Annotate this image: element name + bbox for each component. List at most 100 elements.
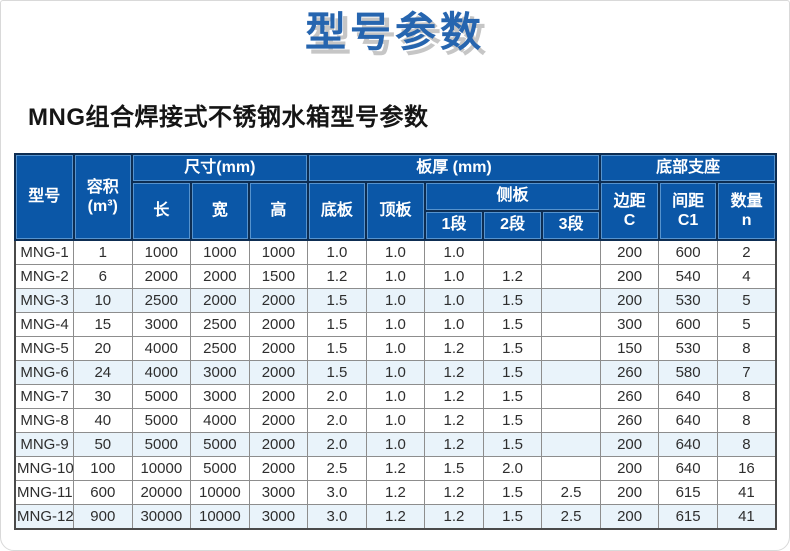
value-cell xyxy=(541,312,601,338)
value-cell: 260 xyxy=(599,360,660,386)
header-quantity: 数量 n xyxy=(716,181,777,242)
value-cell: 2 xyxy=(716,239,777,266)
value-cell: 530 xyxy=(658,288,718,314)
value-cell: 3.0 xyxy=(307,480,367,506)
value-cell: 5000 xyxy=(131,408,192,434)
value-cell: 1.2 xyxy=(365,480,426,506)
value-cell: 2000 xyxy=(190,288,250,314)
model-cell: MNG-12 xyxy=(14,504,75,530)
value-cell: 15 xyxy=(73,312,133,338)
value-cell: 1 xyxy=(73,239,133,266)
header-height: 高 xyxy=(248,181,309,242)
header-volume-line1: 容积 xyxy=(86,178,119,196)
value-cell: 640 xyxy=(658,408,718,434)
value-cell: 200 xyxy=(599,480,660,506)
table-row: MNG-8 40 5000 4000 2000 2.0 1.0 1.2 1.5 260 640 8 xyxy=(14,408,777,434)
table-row: MNG-4 15 3000 2500 2000 1.5 1.0 1.0 1.5 300 600 5 xyxy=(14,312,777,338)
value-cell: 640 xyxy=(658,384,718,410)
value-cell: 8 xyxy=(716,408,777,434)
value-cell: 30000 xyxy=(131,504,192,530)
model-cell: MNG-9 xyxy=(14,432,75,458)
value-cell: 4000 xyxy=(190,408,250,434)
table-row: MNG-7 30 5000 3000 2000 2.0 1.0 1.2 1.5 260 640 8 xyxy=(14,384,777,410)
value-cell xyxy=(541,432,601,458)
header-thickness-group: 板厚 (mm) xyxy=(306,153,602,184)
value-cell: 1.5 xyxy=(482,432,543,458)
value-cell xyxy=(541,288,601,314)
header-spacing-line2: C1 xyxy=(677,212,699,230)
model-cell: MNG-7 xyxy=(14,384,75,410)
value-cell: 7 xyxy=(716,360,777,386)
value-cell: 640 xyxy=(658,456,718,482)
value-cell: 1.0 xyxy=(365,264,426,290)
value-cell: 1.2 xyxy=(424,480,484,506)
spec-table-body: MNG-1 1 1000 1000 1000 1.0 1.0 1.0 200 600 2 MNG-2 6… xyxy=(14,239,777,530)
value-cell: 1.5 xyxy=(307,360,367,386)
value-cell: 1.0 xyxy=(424,264,484,290)
value-cell xyxy=(541,408,601,434)
value-cell: 615 xyxy=(658,504,718,530)
value-cell: 1000 xyxy=(248,239,309,266)
value-cell: 2500 xyxy=(190,336,250,362)
value-cell: 640 xyxy=(658,432,718,458)
model-cell: MNG-5 xyxy=(14,336,75,362)
value-cell xyxy=(541,384,601,410)
value-cell: 41 xyxy=(716,504,777,530)
table-row: MNG-1 1 1000 1000 1000 1.0 1.0 1.0 200 600 2 xyxy=(14,239,777,266)
value-cell: 5000 xyxy=(190,432,250,458)
value-cell: 1.0 xyxy=(365,336,426,362)
value-cell xyxy=(541,336,601,362)
value-cell: 1.5 xyxy=(482,288,543,314)
value-cell: 1.2 xyxy=(307,264,367,290)
value-cell: 10000 xyxy=(190,504,250,530)
value-cell: 1.2 xyxy=(424,360,484,386)
value-cell: 1.0 xyxy=(424,288,484,314)
value-cell: 200 xyxy=(599,504,660,530)
value-cell: 5 xyxy=(716,288,777,314)
value-cell: 2000 xyxy=(248,408,309,434)
value-cell: 260 xyxy=(599,408,660,434)
header-edge-line2: C xyxy=(623,212,636,230)
value-cell: 4 xyxy=(716,264,777,290)
value-cell: 8 xyxy=(716,384,777,410)
value-cell: 1.0 xyxy=(365,408,426,434)
value-cell: 4000 xyxy=(131,336,192,362)
header-volume: 容积 (m³) xyxy=(72,153,134,242)
header-top-plate: 顶板 xyxy=(365,181,426,242)
spec-table: 型号 容积 (m³) 尺寸(mm) 板厚 (mm) 底部支座 长 宽 高 底板 … xyxy=(14,153,777,531)
value-cell: 1.5 xyxy=(482,312,543,338)
value-cell: 1500 xyxy=(248,264,309,290)
header-width: 宽 xyxy=(189,181,251,242)
value-cell: 600 xyxy=(658,239,718,266)
value-cell: 1.0 xyxy=(365,312,426,338)
value-cell: 1.5 xyxy=(424,456,484,482)
header-seg-2: 2段 xyxy=(482,210,543,242)
header-volume-line2: (m³) xyxy=(87,198,118,216)
model-cell: MNG-2 xyxy=(14,264,75,290)
value-cell: 2000 xyxy=(190,264,250,290)
header-seg-3: 3段 xyxy=(540,210,602,242)
value-cell: 3000 xyxy=(190,384,250,410)
header-support-group: 底部支座 xyxy=(599,153,777,184)
value-cell: 20000 xyxy=(131,480,192,506)
value-cell: 10000 xyxy=(131,456,192,482)
value-cell xyxy=(541,264,601,290)
header-qty-line1: 数量 xyxy=(730,192,763,210)
model-cell: MNG-10 xyxy=(14,456,75,482)
value-cell: 1.5 xyxy=(482,408,543,434)
value-cell: 2000 xyxy=(248,456,309,482)
value-cell: 2.5 xyxy=(541,480,601,506)
table-row: MNG-9 50 5000 5000 2000 2.0 1.0 1.2 1.5 200 640 8 xyxy=(14,432,777,458)
value-cell: 1.0 xyxy=(365,288,426,314)
value-cell: 200 xyxy=(599,288,660,314)
value-cell: 200 xyxy=(599,456,660,482)
value-cell: 5000 xyxy=(131,432,192,458)
value-cell: 1.5 xyxy=(482,504,543,530)
value-cell: 2.5 xyxy=(307,456,367,482)
value-cell: 200 xyxy=(599,264,660,290)
header-spacing-line1: 间距 xyxy=(672,192,705,210)
value-cell xyxy=(541,360,601,386)
value-cell xyxy=(482,239,543,266)
value-cell: 5 xyxy=(716,312,777,338)
